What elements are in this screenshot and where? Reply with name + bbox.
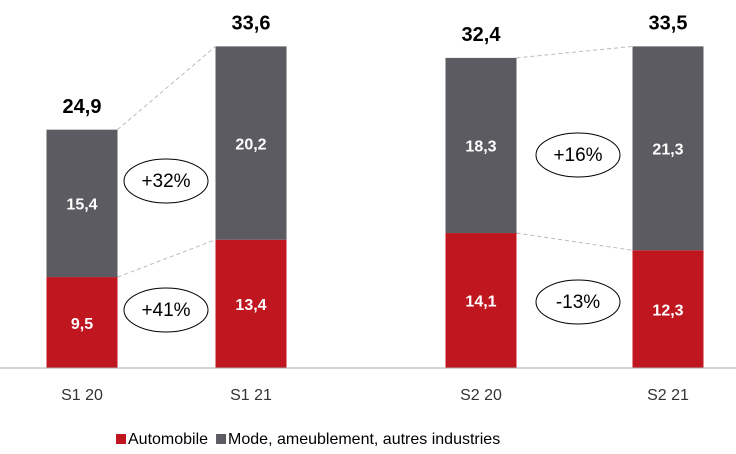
legend-label: Mode, ameublement, autres industries <box>228 431 500 448</box>
legend-label: Automobile <box>128 431 208 448</box>
total-label: 33,5 <box>649 13 688 35</box>
value-label: 21,3 <box>652 142 683 159</box>
bar-segment <box>445 57 517 234</box>
annotation-bubble <box>123 158 209 204</box>
total-label: 24,9 <box>63 96 102 118</box>
annotation-bubble <box>535 279 621 325</box>
annotation: +32% <box>141 171 190 192</box>
bar-segment <box>215 239 287 368</box>
bar-segment <box>215 46 287 240</box>
total-label: 32,4 <box>462 24 502 46</box>
connector <box>117 239 216 278</box>
x-tick-label: S1 21 <box>230 387 272 404</box>
annotation-bubble <box>123 287 209 333</box>
annotation: +41% <box>141 300 190 321</box>
value-label: 14,1 <box>465 294 496 311</box>
total-label: 33,6 <box>232 13 271 35</box>
legend-swatch <box>216 434 227 444</box>
value-label: 18,3 <box>465 139 496 156</box>
bar-segment <box>632 46 704 251</box>
value-label: 13,4 <box>235 297 266 314</box>
value-label: 20,2 <box>235 136 266 153</box>
annotation: -13% <box>556 292 600 313</box>
connector <box>516 45 633 59</box>
value-label: 12,3 <box>652 302 683 319</box>
x-tick-label: S1 20 <box>61 387 103 404</box>
connector <box>516 232 633 251</box>
connector <box>117 46 216 131</box>
bar-segment <box>46 277 118 368</box>
value-label: 9,5 <box>71 316 93 333</box>
bar-segment <box>445 233 517 368</box>
x-tick-label: S2 21 <box>647 387 689 404</box>
annotation-bubble <box>535 132 621 178</box>
x-tick-label: S2 20 <box>460 387 502 404</box>
value-label: 15,4 <box>66 197 97 214</box>
bar-segment <box>46 129 118 278</box>
legend-swatch <box>116 434 126 444</box>
bar-segment <box>632 250 704 368</box>
annotation: +16% <box>553 145 602 166</box>
